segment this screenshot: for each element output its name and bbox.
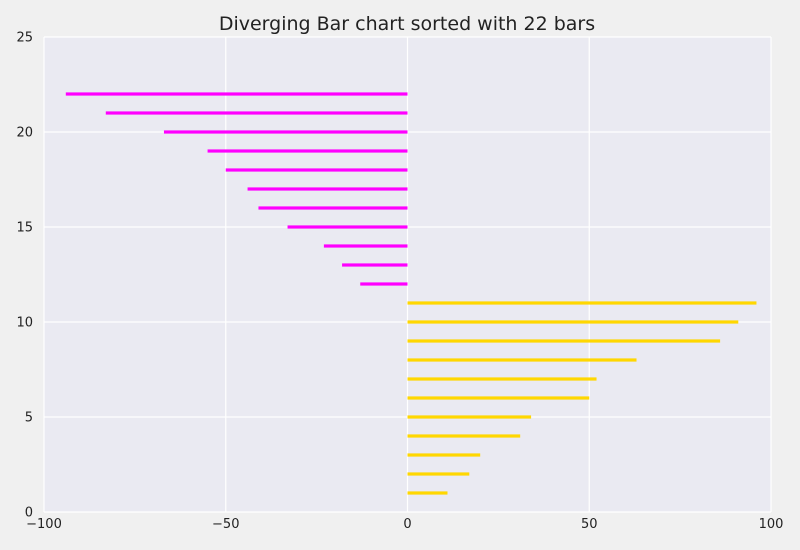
negative-bar [105, 111, 408, 115]
x-tick-label: 0 [403, 517, 411, 532]
positive-bar [407, 320, 739, 324]
positive-bar [407, 415, 532, 419]
positive-bar [407, 453, 481, 457]
x-tick-label: 100 [759, 517, 784, 532]
positive-bar [407, 358, 637, 362]
x-tick-label: −50 [212, 517, 239, 532]
y-tick-label: 0 [25, 506, 33, 521]
negative-bar [247, 187, 408, 191]
negative-bar [360, 282, 408, 286]
bars [65, 92, 757, 495]
positive-bar [407, 472, 470, 476]
x-tick-label: 50 [581, 517, 598, 532]
y-axis-ticks: 0 5 10 15 20 25 [16, 31, 33, 521]
negative-bar [258, 206, 408, 210]
positive-bar [407, 377, 597, 381]
negative-bar [287, 225, 408, 229]
negative-bar [207, 149, 408, 153]
negative-bar [163, 130, 408, 134]
x-tick-label: −100 [26, 517, 62, 532]
positive-bar [407, 396, 590, 400]
y-tick-label: 5 [25, 411, 33, 426]
positive-bar [407, 434, 521, 438]
negative-bar [342, 263, 408, 267]
y-tick-label: 20 [16, 126, 33, 141]
negative-bar [65, 92, 408, 96]
chart-title: Diverging Bar chart sorted with 22 bars [219, 13, 595, 35]
y-tick-label: 10 [16, 316, 33, 331]
y-tick-label: 15 [16, 221, 33, 236]
y-tick-label: 25 [16, 31, 33, 46]
negative-bar [323, 244, 408, 248]
negative-bar [225, 168, 408, 172]
positive-bar [407, 301, 757, 305]
x-axis-ticks: −100 −50 0 50 100 [26, 517, 783, 532]
positive-bar [407, 491, 448, 495]
positive-bar [407, 339, 721, 343]
